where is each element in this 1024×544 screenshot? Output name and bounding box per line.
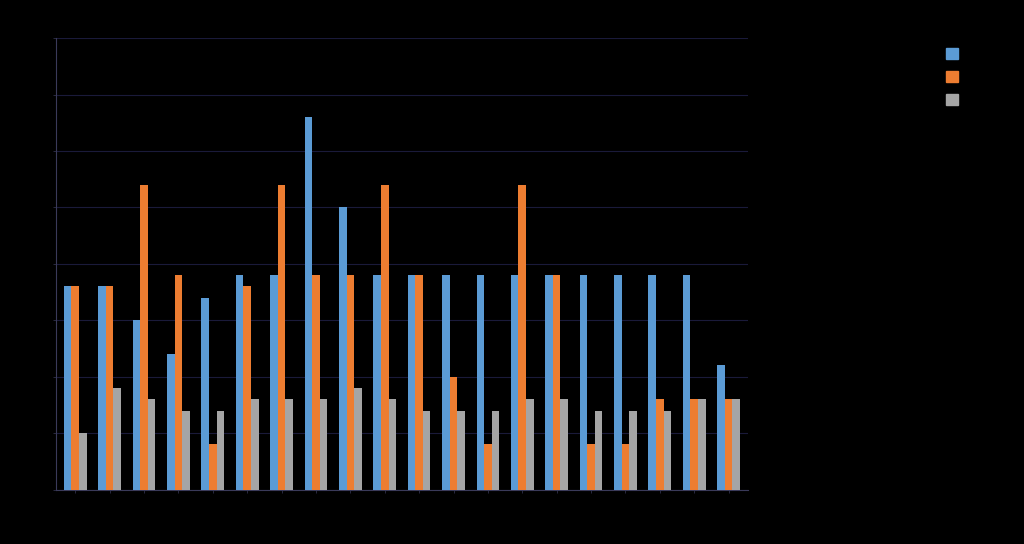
Bar <box>690 399 698 490</box>
Bar <box>614 275 622 490</box>
Bar <box>374 275 381 490</box>
Bar <box>98 286 105 490</box>
Bar <box>553 275 560 490</box>
Bar <box>595 411 602 490</box>
Bar <box>251 399 258 490</box>
Bar <box>629 411 637 490</box>
Bar <box>244 286 251 490</box>
Bar <box>354 388 361 490</box>
Bar <box>484 444 492 490</box>
Bar <box>717 366 725 490</box>
Bar <box>698 399 706 490</box>
Bar <box>114 388 121 490</box>
Bar <box>588 444 595 490</box>
Bar <box>656 399 664 490</box>
Bar <box>105 286 114 490</box>
Bar <box>416 275 423 490</box>
Bar <box>270 275 278 490</box>
Bar <box>732 399 740 490</box>
Bar <box>202 298 209 490</box>
Bar <box>648 275 656 490</box>
Bar <box>518 185 526 490</box>
Bar <box>147 399 156 490</box>
Bar <box>408 275 416 490</box>
Bar <box>511 275 518 490</box>
Bar <box>286 399 293 490</box>
Bar <box>546 275 553 490</box>
Bar <box>182 411 189 490</box>
Bar <box>423 411 430 490</box>
Bar <box>278 185 286 490</box>
Bar <box>725 399 732 490</box>
Bar <box>664 411 671 490</box>
Bar <box>63 286 72 490</box>
Bar <box>622 444 629 490</box>
Bar <box>442 275 450 490</box>
Bar <box>450 376 458 490</box>
Bar <box>175 275 182 490</box>
Bar <box>683 275 690 490</box>
Bar <box>209 444 216 490</box>
Bar <box>236 275 244 490</box>
Bar <box>580 275 588 490</box>
Bar <box>79 433 87 490</box>
Bar <box>133 320 140 490</box>
Bar <box>476 275 484 490</box>
Bar <box>304 117 312 490</box>
Bar <box>140 185 147 490</box>
Bar <box>381 185 388 490</box>
Bar <box>526 399 534 490</box>
Bar <box>216 411 224 490</box>
Bar <box>312 275 319 490</box>
Bar <box>388 399 396 490</box>
Bar <box>339 207 346 490</box>
Bar <box>492 411 500 490</box>
Bar <box>458 411 465 490</box>
Bar <box>560 399 568 490</box>
Bar <box>346 275 354 490</box>
Bar <box>72 286 79 490</box>
Legend: 2015, 2016, 2017: 2015, 2016, 2017 <box>942 44 1004 111</box>
Bar <box>319 399 328 490</box>
Bar <box>167 354 175 490</box>
